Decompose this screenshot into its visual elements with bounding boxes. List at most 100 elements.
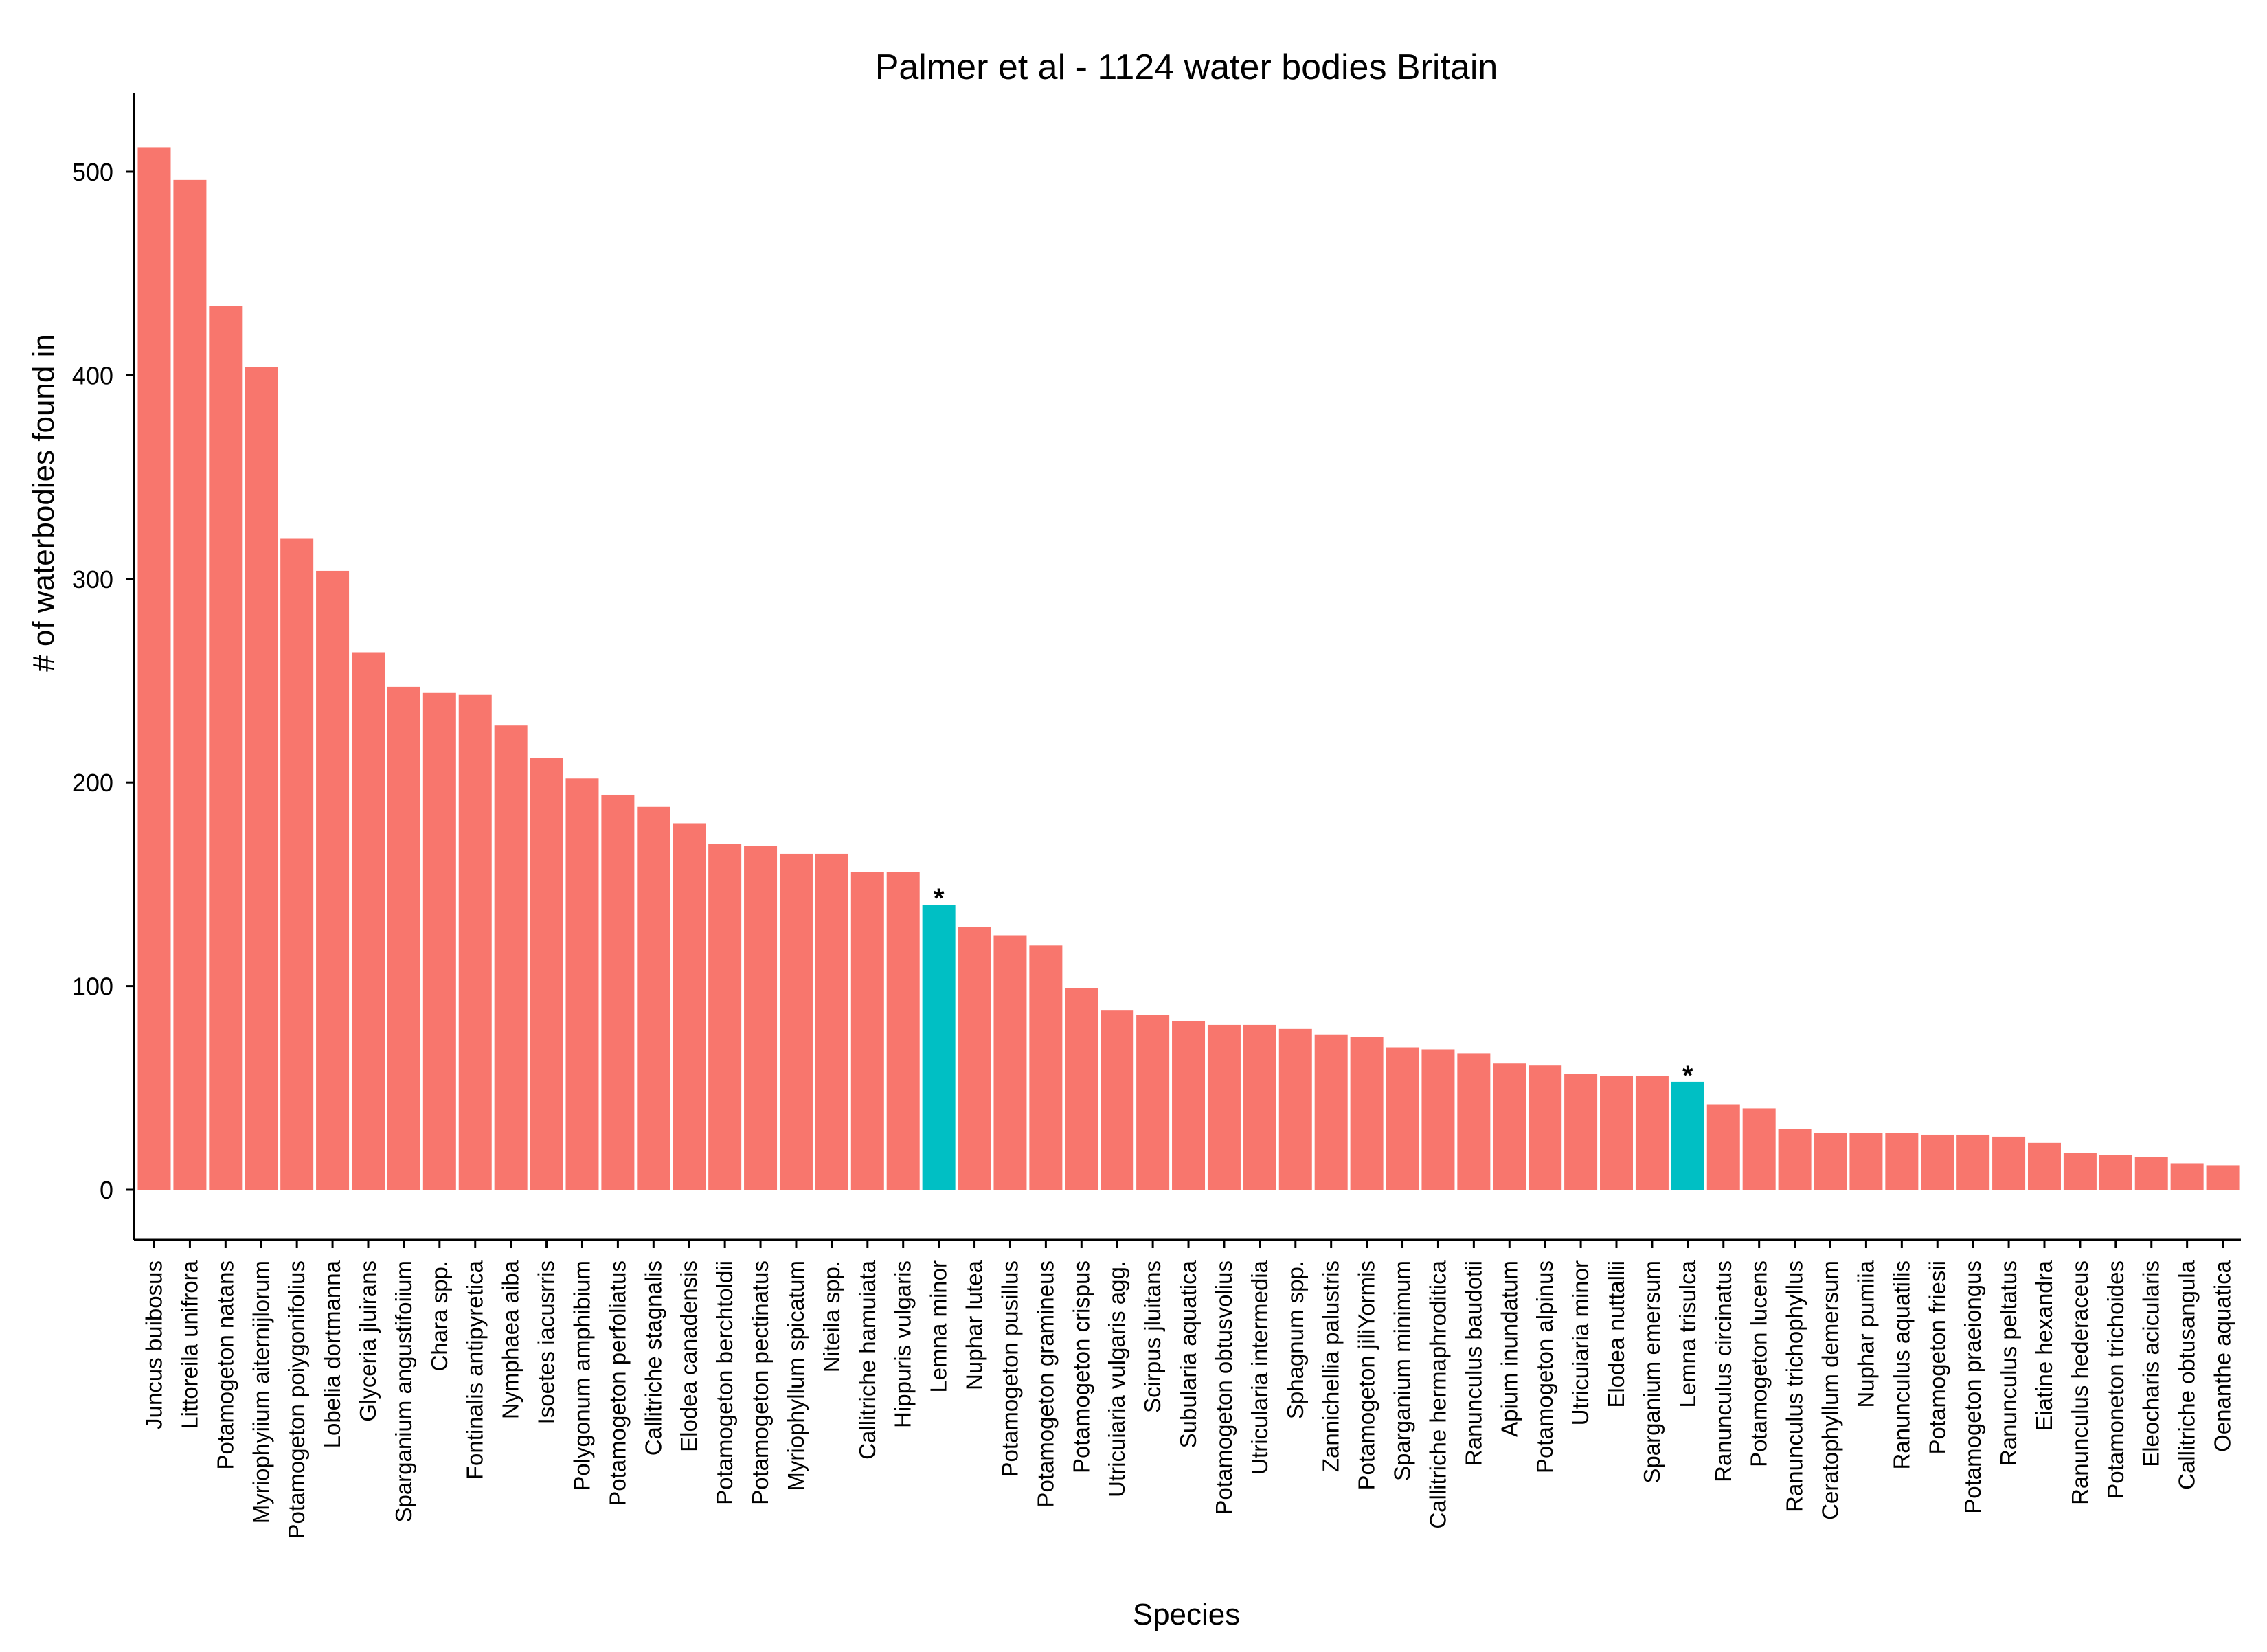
x-tick-label: Potamogeton obtusvolius (1211, 1260, 1237, 1515)
x-tick-label: Potamogeton friesii (1924, 1260, 1950, 1454)
bar (1172, 1020, 1206, 1190)
y-tick-label: 400 (72, 361, 113, 389)
bar (245, 367, 278, 1190)
x-axis-title: Species (1133, 1598, 1241, 1631)
x-tick-label: Sphagnum spp. (1283, 1260, 1308, 1419)
bar (1885, 1133, 1919, 1190)
bar (744, 846, 778, 1190)
bar (958, 927, 991, 1190)
bar (1314, 1034, 1348, 1190)
x-tick-label: Potamogeton perfoliatus (605, 1260, 630, 1506)
bar (1421, 1049, 1455, 1190)
x-tick-label: Potamogeton poiygonifolius (284, 1260, 309, 1539)
bar (1278, 1028, 1312, 1190)
x-tick-label: Utricularia intermedia (1247, 1260, 1272, 1474)
x-tick-label: Littoreila unifrora (177, 1260, 202, 1429)
bar (1136, 1015, 1170, 1190)
x-tick-label: Sparganium emersum (1639, 1260, 1665, 1484)
x-tick-label: Scirpus jluitans (1140, 1260, 1165, 1413)
x-tick-label: Potamogeton praeiongus (1960, 1260, 1985, 1514)
x-tick-label: Chara spp. (427, 1260, 452, 1371)
bar (1706, 1104, 1740, 1190)
bar (494, 725, 528, 1190)
bar (2063, 1153, 2097, 1190)
bar (850, 872, 884, 1190)
x-tick-label: Glyceria jluirans (355, 1260, 381, 1422)
bar (1671, 1081, 1704, 1190)
x-tick-label: Callitriche obtusangula (2174, 1260, 2200, 1490)
bar (1529, 1065, 1562, 1190)
bar (708, 844, 742, 1190)
x-tick-label: Utricuiaria vulgaris agg. (1104, 1260, 1129, 1497)
x-tick-label: Lemna minor (926, 1260, 951, 1393)
bar (779, 853, 813, 1190)
x-tick-label: Potamogeton crispus (1068, 1260, 1094, 1473)
bar (565, 778, 599, 1190)
highlight-asterisk: * (934, 883, 945, 914)
bar (1992, 1136, 2026, 1190)
bar (2206, 1165, 2240, 1190)
bar (1243, 1024, 1276, 1190)
x-tick-label: Ranunculus circinatus (1711, 1260, 1736, 1482)
y-axis-ticks: 0 100 200 300 400 500 (72, 158, 134, 1204)
x-tick-label: Isoetes iacusrris (534, 1260, 559, 1424)
bar (2099, 1155, 2132, 1190)
y-tick-label: 0 (100, 1176, 113, 1204)
x-tick-label: Ranunculus hederaceus (2067, 1260, 2093, 1505)
bar (815, 853, 848, 1190)
bar (601, 794, 635, 1190)
bar (1493, 1063, 1526, 1190)
bar (316, 570, 350, 1190)
x-tick-label: Ranunculus baudotii (1460, 1260, 1486, 1466)
x-tick-label: Potamogeton pectinatus (747, 1260, 773, 1505)
bar (1956, 1134, 1990, 1190)
x-axis-ticks: Juncus buibosus Littoreila unifrora Potamo… (142, 1240, 2235, 1539)
bar (1742, 1108, 1776, 1190)
x-tick-label: Callitriche stagnalis (640, 1260, 666, 1456)
x-tick-label: Subularia aquatica (1175, 1260, 1201, 1448)
x-tick-label: Potamogeton berchtoldii (712, 1260, 737, 1505)
x-tick-label: Potamogeton lucens (1746, 1260, 1772, 1467)
x-tick-label: Eleocharis acicularis (2139, 1260, 2164, 1467)
x-tick-label: Niteila spp. (819, 1260, 844, 1372)
x-tick-label: Elodea nuttallii (1603, 1260, 1629, 1408)
x-tick-label: Polygonum amphibium (569, 1260, 594, 1491)
x-tick-label: Potamogeton jiliYormis (1354, 1260, 1379, 1490)
x-tick-label: Ranunculus trichophyllus (1782, 1260, 1807, 1513)
x-tick-label: Fontinalis antipyretica (462, 1260, 488, 1480)
y-tick-label: 200 (72, 769, 113, 797)
bar (1564, 1074, 1598, 1190)
bar (1849, 1133, 1883, 1190)
y-tick-label: 300 (72, 565, 113, 593)
bar (209, 306, 243, 1190)
x-tick-label: Hippuris vulgaris (890, 1260, 916, 1428)
bar (673, 823, 706, 1190)
bar (422, 692, 456, 1190)
x-tick-label: Myriophyllum spicatum (783, 1260, 809, 1491)
x-tick-label: Potamoneton trichoides (2103, 1260, 2128, 1499)
y-tick-label: 500 (72, 158, 113, 186)
bar (173, 179, 207, 1190)
bar (1207, 1024, 1241, 1190)
bar (2134, 1157, 2168, 1190)
x-tick-label: Ceratophyllum demersum (1818, 1260, 1843, 1520)
x-tick-label: Potamogeton pusillus (997, 1260, 1022, 1478)
x-tick-label: Ranunculus aquatilis (1888, 1260, 1914, 1470)
bar (1029, 945, 1063, 1190)
bar (1921, 1134, 1954, 1190)
bar (2170, 1163, 2204, 1190)
x-tick-label: Zannichellia palustris (1318, 1260, 1344, 1472)
x-tick-label: Potamogeton gramineus (1033, 1260, 1058, 1508)
bar (1600, 1076, 1634, 1190)
x-tick-label: Lobelia dortmanna (319, 1260, 345, 1448)
x-tick-label: Eiatine hexandra (2031, 1260, 2057, 1430)
x-tick-label: Elodea canadensis (676, 1260, 701, 1452)
bar (530, 758, 563, 1190)
x-tick-label: Utricuiaria minor (1568, 1260, 1593, 1425)
bar (1386, 1047, 1419, 1190)
bar (458, 694, 492, 1190)
highlight-asterisk: * (1682, 1061, 1693, 1091)
x-tick-label: Potamogeton natans (212, 1260, 238, 1470)
